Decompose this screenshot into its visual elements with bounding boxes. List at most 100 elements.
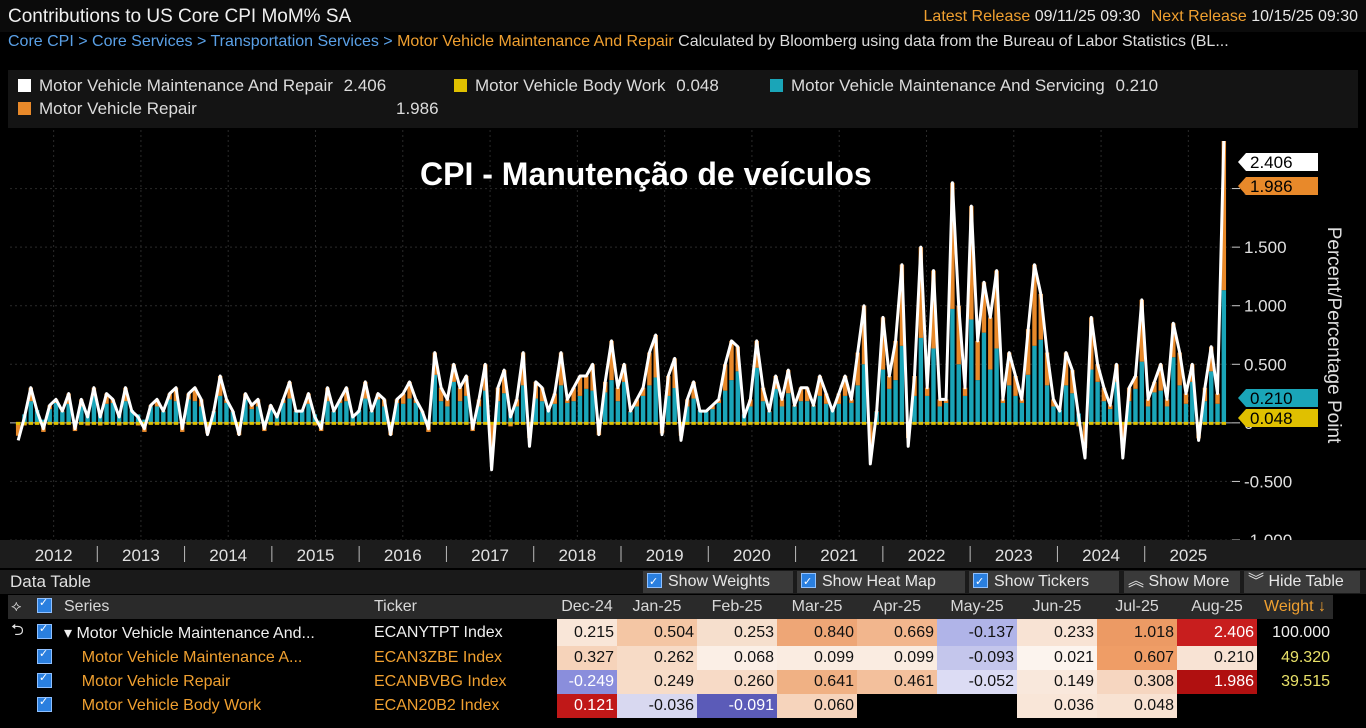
row-checkbox[interactable] (34, 670, 61, 694)
show-weights-toggle[interactable]: Show Weights (643, 571, 793, 593)
bar-repair (1013, 376, 1018, 396)
bar-servicing (716, 402, 722, 423)
show-tickers-toggle[interactable]: Show Tickers (969, 571, 1119, 593)
bar-servicing (729, 380, 734, 423)
series-name[interactable]: Motor Vehicle Body Work (64, 697, 262, 714)
col-month[interactable]: Aug-25 (1177, 595, 1257, 619)
bar-body-work (811, 421, 816, 425)
bar-servicing (893, 380, 898, 423)
row-handle[interactable] (8, 694, 34, 718)
bar-servicing (363, 398, 368, 423)
ticker: ECANYTPT Index (374, 623, 503, 641)
show-heatmap-toggle[interactable]: Show Heat Map (797, 571, 965, 593)
value-cell: 0.121 (557, 694, 617, 718)
bar-servicing (603, 392, 608, 423)
select-all-checkbox[interactable] (34, 595, 61, 619)
series-name[interactable]: ▾ Motor Vehicle Maintenance And... (64, 624, 315, 642)
bar-repair (842, 376, 848, 396)
breadcrumb-core-services[interactable]: Core Services (92, 33, 193, 50)
row-checkbox[interactable] (34, 646, 61, 670)
col-month[interactable]: Jan-25 (617, 595, 697, 619)
bar-servicing (495, 401, 501, 423)
row-handle[interactable] (8, 646, 34, 670)
hide-table-button[interactable]: ︾ Hide Table (1244, 571, 1360, 593)
col-ticker[interactable]: Ticker (371, 595, 557, 619)
bar-body-work (798, 421, 804, 425)
x-tick-label: 2012 (35, 546, 73, 565)
bar-repair (969, 206, 974, 320)
undo-icon[interactable]: ⮌ (11, 622, 24, 639)
bar-body-work (224, 421, 229, 425)
col-month[interactable]: May-25 (937, 595, 1017, 619)
latest-release-label: Latest Release (923, 8, 1031, 25)
legend-value: 0.048 (676, 76, 719, 95)
row-checkbox[interactable] (34, 694, 61, 718)
bar-servicing (609, 380, 614, 423)
value-cell: -0.093 (937, 646, 1017, 670)
bar-body-work (912, 421, 917, 425)
bar-repair (1145, 399, 1151, 407)
legend-swatch (770, 79, 783, 92)
bar-body-work (1013, 421, 1018, 425)
bar-body-work (640, 421, 646, 425)
value-cell: 0.461 (857, 670, 937, 694)
legend-item-repair[interactable]: Motor Vehicle Repair 1.986 (18, 99, 439, 119)
move-icon[interactable]: ⟡ (8, 595, 34, 619)
checkbox-icon (37, 647, 52, 664)
bar-servicing (805, 401, 810, 423)
bar-body-work (943, 421, 949, 425)
table-row[interactable]: ⮌ ▾ Motor Vehicle Maintenance And... ECANY… (8, 619, 1333, 646)
bar-repair (1133, 376, 1138, 389)
bar-servicing (956, 364, 961, 423)
bar-repair (249, 405, 254, 410)
col-month[interactable]: Jun-25 (1017, 595, 1097, 619)
bar-servicing (937, 406, 942, 423)
table-row[interactable]: Motor Vehicle Body Work ECAN20B2 Index 0.1… (8, 694, 1333, 718)
bar-repair (887, 376, 892, 389)
bar-servicing (1108, 409, 1113, 423)
bar-body-work (565, 421, 570, 425)
weight-cell: 39.515 (1281, 673, 1330, 690)
bar-servicing (539, 401, 545, 423)
value-cell: 0.262 (617, 646, 697, 670)
bar-body-work (849, 421, 854, 425)
table-row[interactable]: Motor Vehicle Maintenance A... ECAN3ZBE I… (8, 646, 1333, 670)
col-month[interactable]: Jul-25 (1097, 595, 1177, 619)
legend-item-maintenance-servicing[interactable]: Motor Vehicle Maintenance And Servicing … (770, 76, 1158, 96)
bar-body-work (558, 421, 564, 425)
col-month[interactable]: Dec-24 (557, 595, 617, 619)
bar-repair (217, 376, 223, 396)
breadcrumb-core-cpi[interactable]: Core CPI (8, 33, 74, 50)
col-series[interactable]: Series (61, 595, 371, 619)
col-month[interactable]: Feb-25 (697, 595, 777, 619)
show-more-button[interactable]: ︽ Show More (1124, 571, 1240, 593)
bar-body-work (1202, 421, 1208, 425)
legend-item-body-work[interactable]: Motor Vehicle Body Work 0.048 (454, 76, 719, 96)
x-tick-label: 2017 (471, 546, 509, 565)
bar-body-work (754, 421, 759, 425)
table-row[interactable]: Motor Vehicle Repair ECANBVBG Index -0.249… (8, 670, 1333, 694)
bar-servicing (950, 308, 955, 423)
col-weight[interactable]: Weight ↓ (1257, 595, 1333, 619)
bar-servicing (1051, 406, 1056, 423)
bar-body-work (861, 421, 867, 425)
series-name[interactable]: Motor Vehicle Repair (64, 673, 231, 690)
row-checkbox[interactable] (34, 619, 61, 646)
col-month[interactable]: Apr-25 (857, 595, 937, 619)
row-handle[interactable] (8, 670, 34, 694)
bar-body-work (1082, 421, 1088, 425)
bar-repair (1007, 352, 1012, 386)
bar-servicing (432, 374, 437, 423)
bar-body-work (1019, 421, 1025, 425)
bar-servicing (621, 381, 627, 423)
bar-body-work (975, 421, 980, 425)
series-name[interactable]: Motor Vehicle Maintenance A... (64, 649, 303, 666)
legend-item-maintenance-repair[interactable]: Motor Vehicle Maintenance And Repair 2.4… (18, 76, 386, 96)
bar-servicing (520, 385, 526, 423)
bar-body-work (154, 421, 160, 425)
bar-body-work (1038, 421, 1043, 425)
bar-repair (1019, 399, 1025, 403)
breadcrumb-transportation[interactable]: Transportation Services (210, 33, 379, 50)
col-month[interactable]: Mar-25 (777, 595, 857, 619)
bar-servicing (382, 406, 387, 423)
